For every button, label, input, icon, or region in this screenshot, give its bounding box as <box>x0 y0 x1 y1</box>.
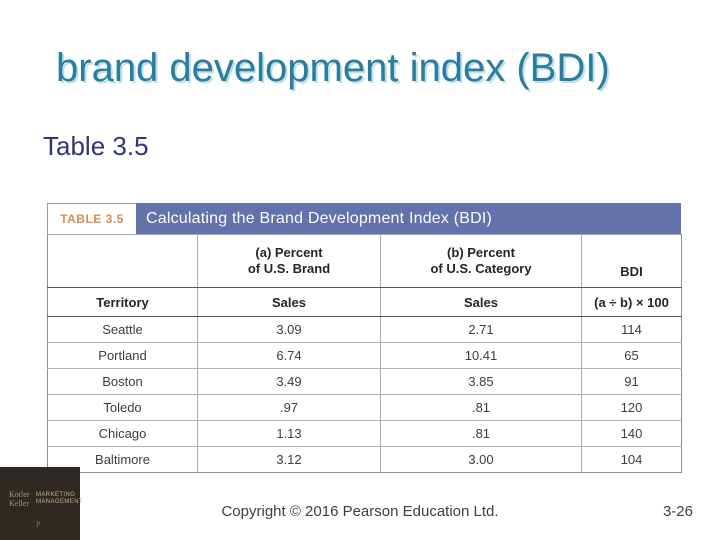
table-banner-row: TABLE 3.5 Calculating the Brand Developm… <box>47 203 681 234</box>
group-header-b-line2: of U.S. Category <box>430 261 532 276</box>
brand-sales-cell: 3.49 <box>197 368 381 395</box>
category-sales-cell: .81 <box>380 394 582 421</box>
bdi-table: (a) Percent of U.S. Brand (b) Percent of… <box>47 234 682 473</box>
category-sales-cell: 2.71 <box>380 316 582 343</box>
category-sales-cell: 3.00 <box>380 446 582 473</box>
category-sales-cell: 3.85 <box>380 368 582 395</box>
brand-sales-cell: 6.74 <box>197 342 381 369</box>
brand-sales-cell: 3.12 <box>197 446 381 473</box>
territory-cell: Portland <box>47 342 198 369</box>
bdi-cell: 65 <box>581 342 682 369</box>
group-header-a-line1: (a) Percent <box>255 245 323 260</box>
footer-copyright: Copyright © 2016 Pearson Education Ltd. <box>221 503 499 520</box>
group-header-a-line2: of U.S. Brand <box>247 261 331 276</box>
bdi-table-figure: TABLE 3.5 Calculating the Brand Developm… <box>47 203 682 473</box>
table-row-seattle: Seattle 3.09 2.71 114 <box>47 316 682 343</box>
textbook-cover-thumbnail: Kotler Keller MARKETING MANAGEMENT P <box>0 467 83 540</box>
column-header-row: Territory Sales Sales (a ÷ b) × 100 <box>47 287 682 317</box>
group-header-bdi: BDI <box>581 234 682 288</box>
column-header-category-sales: Sales <box>380 287 582 317</box>
textbook-author-line2: Keller <box>9 499 29 508</box>
bdi-cell: 91 <box>581 368 682 395</box>
textbook-author-line1: Kotler <box>9 490 30 499</box>
publisher-mark: P <box>36 520 41 529</box>
bdi-cell: 120 <box>581 394 682 421</box>
territory-cell: Boston <box>47 368 198 395</box>
textbook-authors: Kotler Keller <box>9 490 29 508</box>
slide-subtitle: Table 3.5 <box>43 131 149 161</box>
territory-cell: Chicago <box>47 420 198 447</box>
group-header-b-line1: (b) Percent <box>447 245 515 260</box>
textbook-title-line2: MANAGEMENT <box>36 499 84 505</box>
brand-sales-cell: .97 <box>197 394 381 421</box>
brand-sales-cell: 3.09 <box>197 316 381 343</box>
table-row-chicago: Chicago 1.13 .81 140 <box>47 420 682 447</box>
bdi-cell: 140 <box>581 420 682 447</box>
category-sales-cell: 10.41 <box>380 342 582 369</box>
category-sales-cell: .81 <box>380 420 582 447</box>
group-header-empty <box>47 234 198 288</box>
slide-title: brand development index (BDI) <box>56 46 610 90</box>
table-row-baltimore: Baltimore 3.12 3.00 104 <box>48 446 682 473</box>
textbook-title-line1: MARKETING <box>36 492 76 498</box>
territory-cell: Seattle <box>47 316 198 343</box>
bdi-cell: 114 <box>581 316 682 343</box>
table-row-portland: Portland 6.74 10.41 65 <box>47 342 682 369</box>
bdi-cell: 104 <box>581 446 682 473</box>
territory-cell: Baltimore <box>95 452 150 467</box>
group-header-a: (a) Percent of U.S. Brand <box>197 234 381 288</box>
territory-cell: Toledo <box>47 394 198 421</box>
column-header-territory: Territory <box>47 287 198 317</box>
column-header-brand-sales: Sales <box>197 287 381 317</box>
table-caption: Calculating the Brand Development Index … <box>136 203 681 234</box>
table-row-boston: Boston 3.49 3.85 91 <box>47 368 682 395</box>
page-number: 3-26 <box>662 503 693 520</box>
brand-sales-cell: 1.13 <box>197 420 381 447</box>
table-row-toledo: Toledo .97 .81 120 <box>47 394 682 421</box>
table-label: TABLE 3.5 <box>47 203 136 234</box>
group-header-row: (a) Percent of U.S. Brand (b) Percent of… <box>47 234 682 288</box>
textbook-title: MARKETING MANAGEMENT <box>36 492 83 506</box>
group-header-b: (b) Percent of U.S. Category <box>380 234 582 288</box>
column-header-bdi-formula: (a ÷ b) × 100 <box>581 287 682 317</box>
